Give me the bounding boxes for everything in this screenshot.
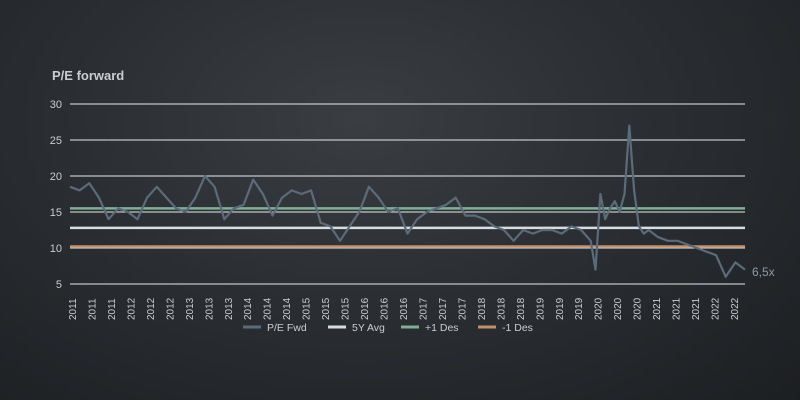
x-tick-label: 2012: [146, 297, 157, 320]
x-tick-label: 2017: [457, 297, 468, 320]
series-line-pe-fwd: [69, 124, 746, 278]
x-tick-label: 2011: [87, 298, 98, 320]
grid-lines: [70, 103, 745, 285]
x-tick-label: 2022: [730, 297, 741, 320]
x-tick-label: 2016: [360, 297, 371, 320]
x-tick-label: 2011: [68, 298, 79, 320]
x-tick-label: 2017: [438, 297, 449, 320]
x-tick-label: 2021: [691, 297, 702, 320]
legend-label: -1 Des: [502, 322, 533, 334]
x-tick-label: 2012: [165, 297, 176, 320]
x-tick-label: 2015: [341, 297, 352, 320]
x-tick-label: 2013: [185, 297, 196, 320]
x-tick-label: 2021: [652, 297, 663, 320]
x-tick-label: 2015: [302, 297, 313, 320]
legend-item-p-e-fwd: P/E Fwd: [243, 322, 307, 334]
x-tick-label: 2021: [672, 297, 683, 320]
y-tick-labels: 5 10 15 20 25 30: [50, 99, 62, 291]
x-tick-label: 2017: [418, 297, 429, 320]
legend-item-1-des: -1 Des: [478, 322, 533, 334]
legend-label: P/E Fwd: [267, 322, 307, 334]
x-tick-label: 2013: [204, 297, 215, 320]
x-tick-label: 2013: [224, 297, 235, 320]
last-value-annotation: 6,5x: [752, 265, 775, 279]
x-tick-label: 2014: [282, 297, 293, 320]
x-tick-label: 2018: [477, 297, 488, 320]
x-tick-label: 2020: [633, 297, 644, 320]
x-tick-labels: 2011 2011 2011 2012 2012 2012 2013 2013 2013 2014…: [68, 297, 741, 320]
x-tick-label: 2019: [535, 297, 546, 320]
y-tick-label: 20: [50, 171, 62, 183]
reference-lines: [70, 207, 745, 248]
x-tick-label: 2020: [594, 297, 605, 320]
x-tick-label: 2012: [126, 297, 137, 320]
y-tick-label: 10: [50, 243, 62, 255]
y-tick-label: 5: [56, 279, 62, 291]
legend: P/E Fwd 5Y Avg +1 Des -1 Des: [243, 322, 533, 334]
x-tick-label: 2018: [516, 297, 527, 320]
x-tick-label: 2018: [496, 297, 507, 320]
legend-item-1-des: +1 Des: [401, 322, 459, 334]
x-tick-label: 2020: [613, 297, 624, 320]
x-tick-label: 2014: [243, 297, 254, 320]
x-tick-label: 2011: [107, 298, 118, 320]
y-tick-label: 15: [50, 207, 62, 219]
y-tick-label: 25: [50, 135, 62, 147]
x-tick-label: 2016: [399, 297, 410, 320]
y-axis-title: P/E forward: [52, 68, 124, 83]
x-tick-label: 2019: [555, 297, 566, 320]
x-tick-label: 2019: [574, 297, 585, 320]
x-tick-label: 2016: [380, 297, 391, 320]
y-tick-label: 30: [50, 99, 62, 111]
x-tick-label: 2022: [711, 297, 722, 320]
legend-label: +1 Des: [425, 322, 459, 334]
legend-label: 5Y Avg: [352, 322, 385, 334]
legend-item-5y-avg: 5Y Avg: [328, 322, 385, 334]
x-tick-label: 2014: [263, 297, 274, 320]
x-tick-label: 2015: [321, 297, 332, 320]
